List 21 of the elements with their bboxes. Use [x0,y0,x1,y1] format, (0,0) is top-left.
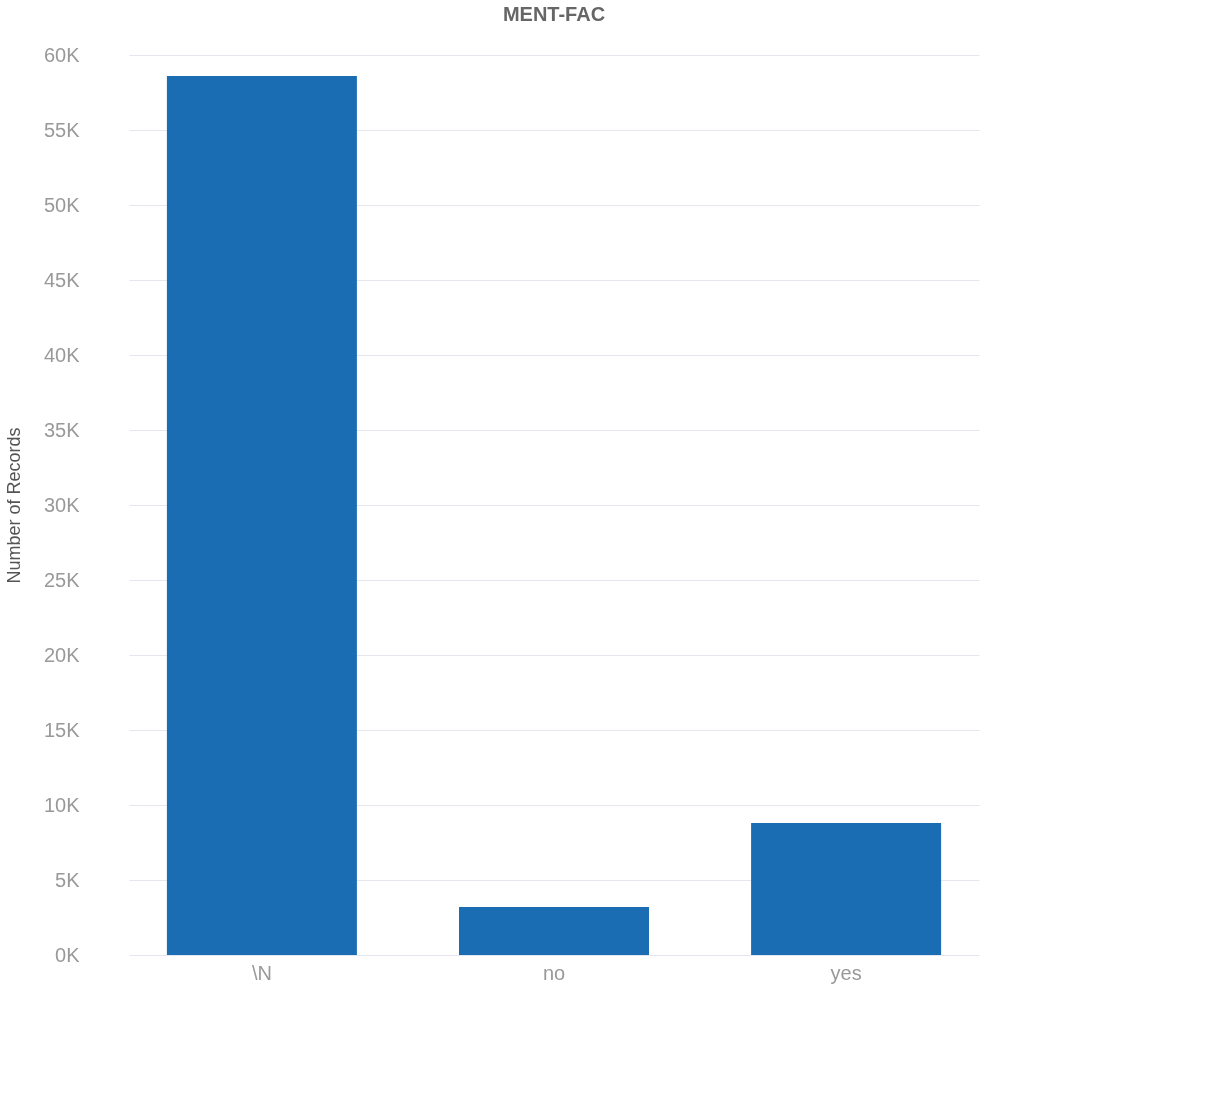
y-tick-label: 35K [43,418,81,441]
bar [166,76,357,955]
y-tick-label: 5K [55,868,81,891]
y-tick-label: 15K [43,718,81,741]
y-tick-label: 40K [43,343,81,366]
chart-title: MENT-FAC [502,3,606,25]
y-tick-label: 50K [43,193,81,216]
y-tick-label: 10K [43,793,81,816]
x-tick-label: \N [251,961,272,984]
y-axis-title: Number of Records [3,427,24,584]
y-tick-label: 30K [43,493,81,516]
y-tick-label: 20K [43,643,81,666]
y-tick-label: 0K [55,943,81,966]
y-tick-label: 25K [43,568,81,591]
x-tick-label: no [542,961,566,984]
y-tick-label: 45K [43,268,81,291]
bar [459,907,649,955]
y-tick-label: 60K [43,43,81,66]
x-tick-label: yes [830,961,862,984]
bar [751,823,942,955]
y-tick-label: 55K [43,118,81,141]
